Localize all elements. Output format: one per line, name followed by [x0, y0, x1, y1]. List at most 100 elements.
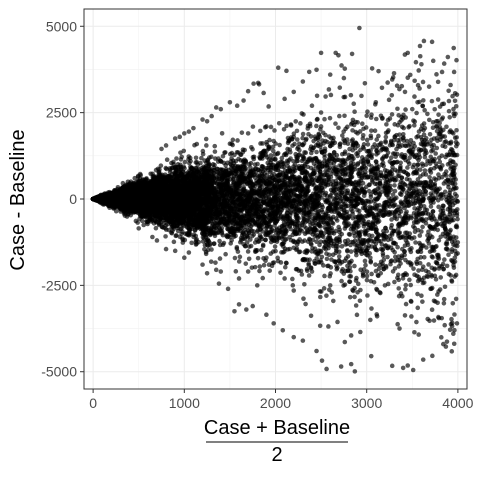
data-point — [355, 281, 361, 287]
data-point — [277, 142, 282, 148]
data-point — [385, 254, 390, 260]
data-point — [358, 287, 363, 293]
data-point — [433, 277, 439, 282]
data-point — [287, 246, 293, 252]
data-point — [319, 150, 325, 155]
data-point — [420, 357, 426, 362]
data-point — [429, 144, 435, 149]
data-point — [368, 259, 374, 265]
data-point — [296, 141, 302, 147]
data-point — [392, 134, 398, 139]
data-point — [335, 319, 340, 325]
data-point — [327, 115, 333, 121]
data-point — [193, 155, 199, 161]
data-point — [186, 129, 192, 134]
data-point — [389, 217, 394, 222]
data-point — [347, 294, 353, 300]
data-point — [415, 227, 421, 233]
data-point — [314, 348, 319, 354]
data-point — [441, 61, 447, 66]
data-point — [396, 277, 402, 283]
data-point — [421, 38, 427, 44]
data-point — [415, 99, 420, 105]
data-point — [303, 301, 308, 307]
data-point — [373, 116, 379, 122]
data-point — [213, 105, 219, 110]
data-point — [271, 321, 276, 326]
data-point — [282, 276, 287, 281]
data-point — [446, 98, 452, 104]
data-point — [228, 151, 233, 157]
data-point — [212, 149, 218, 154]
data-point — [272, 128, 277, 133]
data-point — [306, 69, 312, 75]
data-point — [306, 273, 312, 278]
data-point — [163, 246, 169, 252]
data-point — [212, 143, 218, 149]
data-point — [444, 339, 450, 344]
data-point — [295, 144, 301, 150]
data-point — [327, 283, 333, 288]
data-point — [246, 161, 252, 167]
data-point — [337, 85, 343, 90]
data-point — [298, 121, 303, 126]
data-point — [154, 238, 160, 243]
data-point — [236, 276, 242, 281]
data-point — [314, 123, 319, 129]
data-point — [402, 313, 408, 318]
data-point — [204, 118, 210, 124]
data-point — [348, 92, 354, 98]
data-point — [359, 93, 364, 99]
data-point — [225, 286, 231, 292]
data-point — [403, 286, 408, 292]
data-point — [338, 364, 344, 369]
data-point — [413, 59, 419, 65]
data-point — [362, 80, 368, 86]
data-point — [386, 97, 392, 103]
data-point — [326, 87, 332, 92]
data-point — [258, 247, 264, 253]
data-point — [347, 279, 352, 284]
data-point — [410, 164, 416, 170]
data-point — [200, 262, 205, 267]
data-point — [402, 89, 408, 95]
data-point — [317, 294, 323, 300]
data-point — [244, 307, 249, 312]
data-point — [182, 131, 187, 136]
data-point — [287, 147, 293, 152]
data-point — [449, 316, 454, 322]
data-point — [422, 151, 428, 157]
data-point — [415, 256, 421, 262]
data-point — [396, 286, 402, 291]
data-point — [410, 367, 416, 373]
data-point — [339, 244, 345, 249]
data-point — [442, 322, 448, 328]
data-point — [300, 338, 306, 343]
data-point — [251, 81, 256, 86]
data-point — [342, 138, 348, 144]
data-point — [319, 358, 325, 363]
data-point — [336, 125, 341, 131]
data-point — [299, 111, 305, 116]
data-point — [204, 270, 210, 276]
data-point — [200, 117, 205, 122]
data-point — [421, 98, 426, 103]
data-point — [447, 114, 453, 120]
data-point — [257, 128, 263, 134]
data-point — [414, 110, 419, 116]
data-point — [232, 308, 237, 314]
data-point — [435, 97, 441, 102]
data-point — [304, 266, 310, 272]
data-point — [318, 50, 324, 56]
data-point — [364, 277, 370, 283]
data-point — [339, 259, 345, 265]
data-point — [366, 233, 372, 238]
data-point — [213, 267, 219, 273]
data-point — [348, 333, 354, 338]
data-point — [322, 273, 327, 279]
data-point — [299, 272, 305, 277]
data-point — [262, 124, 268, 130]
data-point — [442, 257, 447, 262]
data-point — [417, 233, 423, 238]
